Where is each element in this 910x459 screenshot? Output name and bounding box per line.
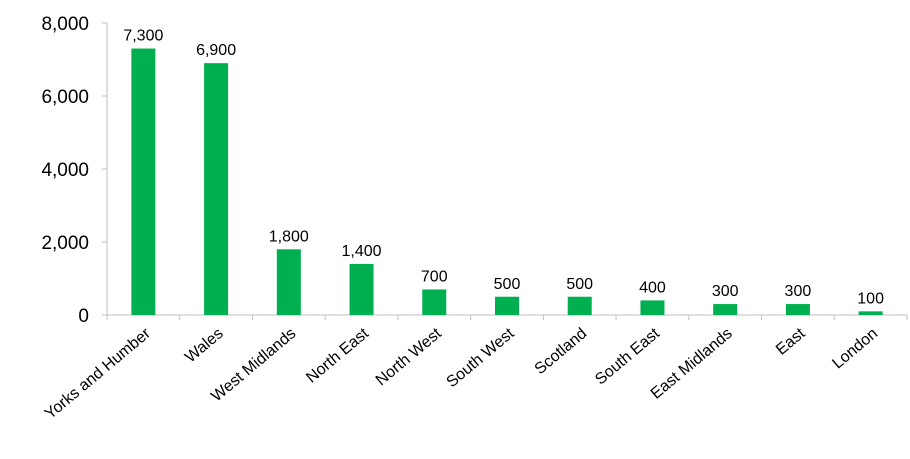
category-label: East xyxy=(773,325,809,359)
bar xyxy=(349,263,374,315)
data-label: 100 xyxy=(857,290,884,307)
bar xyxy=(204,63,229,316)
category-label: South East xyxy=(592,325,663,389)
bar xyxy=(640,300,665,315)
y-tick-label: 8,000 xyxy=(41,14,89,35)
bar xyxy=(567,296,592,315)
data-label: 1,400 xyxy=(342,243,382,260)
category-label: Wales xyxy=(182,325,227,366)
data-label: 300 xyxy=(712,283,739,300)
bar xyxy=(785,304,810,315)
bar xyxy=(858,311,883,315)
data-label: 500 xyxy=(494,276,521,293)
category-label: Yorks and Humber xyxy=(42,325,155,423)
category-label: South West xyxy=(444,325,518,391)
category-label: Scotland xyxy=(532,325,591,378)
bar xyxy=(422,289,447,315)
data-label: 700 xyxy=(421,268,448,285)
data-label: 6,900 xyxy=(196,42,236,59)
y-tick-label: 4,000 xyxy=(41,160,89,181)
bars-layer xyxy=(131,48,883,316)
y-tick-label: 6,000 xyxy=(41,87,89,108)
data-label: 1,800 xyxy=(269,228,309,245)
bar xyxy=(276,249,301,315)
y-tick-label: 0 xyxy=(78,306,89,327)
bar xyxy=(495,296,519,315)
category-label: North West xyxy=(373,325,445,390)
data-label: 300 xyxy=(785,283,812,300)
data-label: 500 xyxy=(566,276,593,293)
category-label: North East xyxy=(303,325,372,387)
category-label: London xyxy=(829,325,881,372)
bar xyxy=(713,304,738,315)
data-label: 7,300 xyxy=(123,28,163,45)
data-label: 400 xyxy=(639,279,666,296)
axes-layer: 0 2,000 4,000 6,000 8,000 xyxy=(41,14,908,327)
bar xyxy=(131,48,156,316)
y-tick-label: 2,000 xyxy=(41,233,89,254)
